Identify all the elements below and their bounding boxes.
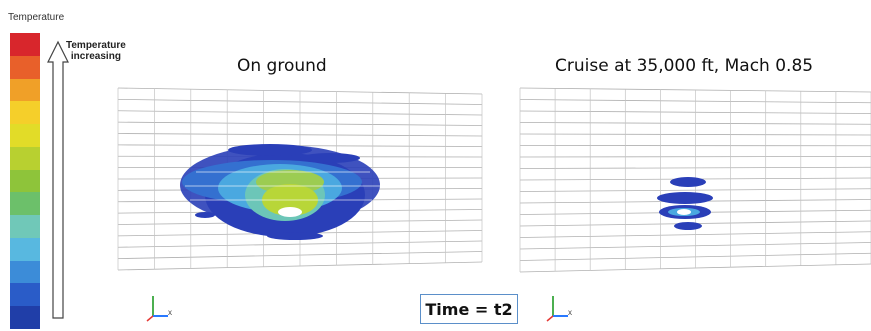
- heat-contour-left: [180, 144, 380, 240]
- colorbar-swatch: [10, 215, 40, 238]
- axis-x-label-left: x: [168, 308, 172, 317]
- colorbar-swatch: [10, 33, 40, 56]
- colorbar-swatch: [10, 260, 40, 284]
- panel-title-cruise: Cruise at 35,000 ft, Mach 0.85: [555, 56, 814, 76]
- colorbar-swatch: [10, 169, 40, 193]
- heat-contour-right: [657, 177, 713, 230]
- axis-triad-left-icon: x: [146, 296, 172, 322]
- colorbar-swatch: [10, 237, 40, 261]
- temperature-arrow-icon: [47, 40, 69, 319]
- colorbar-swatch: [10, 78, 40, 102]
- colorbar-swatch: [10, 306, 40, 329]
- colorbar-swatch: [10, 146, 40, 170]
- temperature-colorbar: [10, 33, 40, 329]
- colorbar-swatch: [10, 124, 40, 147]
- arrow-label: Temperature increasing: [66, 40, 126, 62]
- colorbar-swatch: [10, 283, 40, 307]
- colorbar-swatch: [10, 101, 40, 125]
- arrow-label-line1: Temperature: [66, 40, 126, 51]
- arrow-label-line2: increasing: [70, 51, 121, 62]
- axis-triad-right-icon: x: [546, 296, 572, 322]
- axis-x-label-right: x: [568, 308, 572, 317]
- colorbar-swatch: [10, 55, 40, 79]
- panel-title-on-ground: On ground: [237, 56, 327, 76]
- colorbar-swatch: [10, 192, 40, 216]
- time-label-box: Time = t2: [420, 294, 518, 324]
- legend-title: Temperature: [8, 12, 65, 23]
